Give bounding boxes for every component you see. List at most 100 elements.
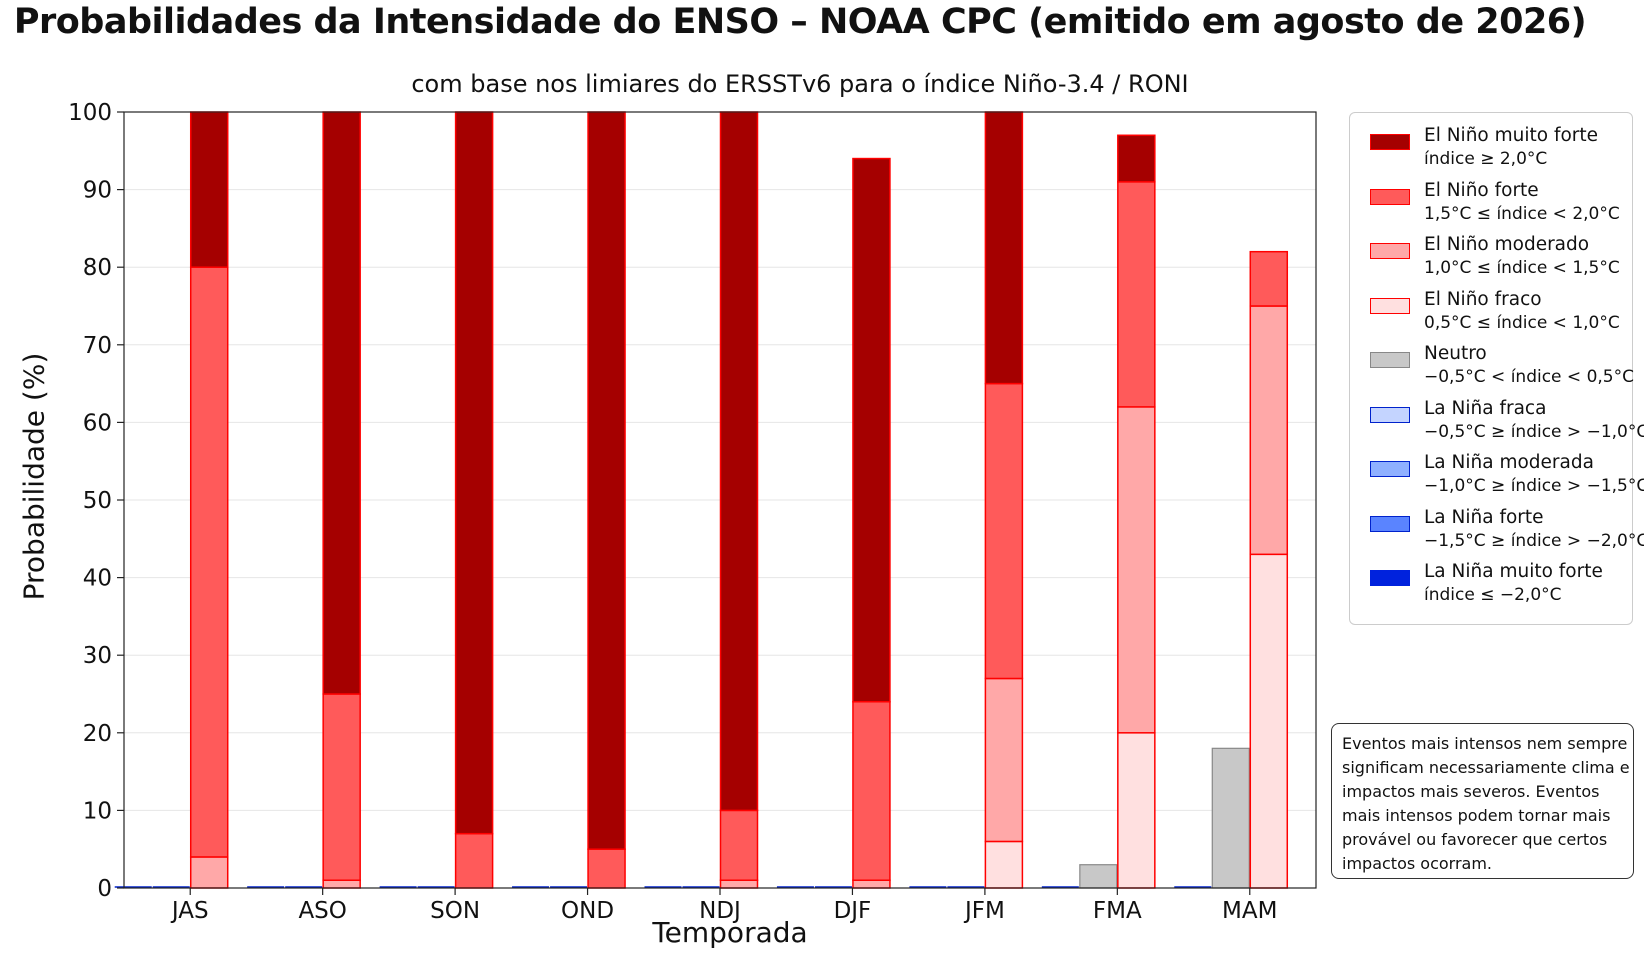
bars bbox=[114, 111, 1289, 889]
el-nino-bar-segment bbox=[322, 879, 361, 889]
legend-range: índice ≤ −2,0°C bbox=[1424, 585, 1562, 605]
note-line: Eventos mais intensos nem sempre bbox=[1342, 734, 1628, 753]
el-nino-bar-segment bbox=[719, 111, 759, 812]
x-tick-label: OND bbox=[561, 898, 614, 924]
el-nino-bar-segment bbox=[984, 840, 1024, 889]
el-nino-bar-segment bbox=[587, 111, 626, 850]
note-line: impactos mais severos. Eventos bbox=[1342, 782, 1600, 801]
el-nino-bar-segment bbox=[454, 832, 494, 889]
el-nino-bar-segment bbox=[322, 693, 361, 881]
legend: El Niño muito forte índice ≥ 2,0°C El Niño… bbox=[1349, 112, 1644, 625]
el-nino-bar-segment bbox=[984, 111, 1024, 385]
note-line: significam necessariamente clima e bbox=[1342, 758, 1630, 777]
x-tick-label: NDJ bbox=[699, 898, 741, 924]
legend-range: −1,5°C ≥ índice > −2,0°C bbox=[1424, 530, 1644, 551]
x-tick-label: JFM bbox=[963, 898, 1005, 924]
x-tick-label: SON bbox=[430, 898, 480, 924]
legend-name: El Niño forte bbox=[1424, 179, 1539, 201]
legend-range: 1,5°C ≤ índice < 2,0°C bbox=[1424, 203, 1620, 224]
legend-swatch bbox=[1370, 297, 1410, 314]
legend-item: La Niña moderada −1,0°C ≥ índice > −1,5°C bbox=[1362, 452, 1644, 502]
el-nino-bar-segment bbox=[1249, 250, 1289, 307]
legend-swatch bbox=[1370, 243, 1410, 259]
y-tick-label: 30 bbox=[83, 643, 112, 669]
legend-name: La Niña moderada bbox=[1424, 452, 1594, 473]
legend-name: El Niño moderado bbox=[1424, 234, 1590, 255]
y-tick-label: 10 bbox=[83, 798, 112, 824]
note-line: impactos ocorram. bbox=[1342, 854, 1492, 873]
legend-range: −0,5°C ≥ índice > −1,0°C bbox=[1424, 421, 1644, 442]
legend-name: El Niño muito forte bbox=[1424, 125, 1599, 146]
legend-swatch bbox=[1370, 188, 1410, 205]
el-nino-bar-segment bbox=[719, 809, 759, 881]
legend-swatch bbox=[1370, 461, 1410, 477]
el-nino-bar-segment bbox=[189, 856, 229, 889]
legend-swatch bbox=[1370, 134, 1410, 150]
el-nino-bar-segment bbox=[852, 701, 891, 881]
el-nino-bar-segment bbox=[189, 266, 229, 858]
chart-subtitle: com base nos limiares do ERSSTv6 para o … bbox=[411, 70, 1189, 98]
legend-name: La Niña fraca bbox=[1424, 397, 1547, 419]
el-nino-bar-segment bbox=[322, 111, 361, 695]
y-axis-label: Probabilidade (%) bbox=[17, 352, 51, 601]
x-tick-label: DJF bbox=[834, 898, 872, 924]
legend-range: 0,5°C ≤ índice < 1,0°C bbox=[1424, 312, 1620, 333]
el-nino-bar-segment bbox=[1117, 134, 1156, 183]
y-tick-label: 40 bbox=[83, 566, 112, 592]
x-tick-label: MAM bbox=[1222, 898, 1277, 924]
legend-swatch bbox=[1370, 515, 1410, 532]
note-box: Eventos mais intensos nem sempre signific… bbox=[1331, 723, 1634, 879]
axes: 0 10 20 30 40 50 60 70 80 90 100 JAS ASO SON OND NDJ DJF… bbox=[68, 100, 1317, 924]
x-tick-label: FMA bbox=[1093, 898, 1142, 924]
plot-frame bbox=[123, 111, 1317, 889]
legend-item: La Niña fraca −0,5°C ≥ índice > −1,0°C bbox=[1362, 397, 1644, 448]
el-nino-bar-segment bbox=[1117, 732, 1156, 889]
legend-range: 1,0°C ≤ índice < 1,5°C bbox=[1424, 258, 1620, 278]
y-tick-label: 80 bbox=[83, 255, 112, 281]
legend-item: El Niño muito forte índice ≥ 2,0°C bbox=[1362, 125, 1632, 175]
legend-item: Neutro −0,5°C < índice < 0,5°C bbox=[1362, 343, 1634, 393]
legend-item: La Niña forte −1,5°C ≥ índice > −2,0°C bbox=[1362, 506, 1644, 557]
neutral-bar bbox=[1211, 747, 1250, 889]
y-tick-label: 0 bbox=[97, 876, 112, 902]
legend-range: −1,0°C ≥ índice > −1,5°C bbox=[1424, 476, 1644, 496]
el-nino-bar-segment bbox=[852, 157, 891, 703]
y-tick-label: 50 bbox=[83, 488, 112, 514]
y-tick-label: 100 bbox=[68, 100, 112, 126]
note-line: provável ou favorecer que certos bbox=[1342, 830, 1608, 849]
neutral-bar bbox=[1079, 864, 1118, 889]
legend-range: índice ≥ 2,0°C bbox=[1424, 149, 1548, 169]
el-nino-bar-segment bbox=[719, 879, 759, 889]
legend-name: El Niño fraco bbox=[1424, 288, 1542, 310]
x-axis-label: Temporada bbox=[652, 916, 808, 949]
el-nino-bar-segment bbox=[984, 382, 1024, 680]
legend-range: −0,5°C < índice < 0,5°C bbox=[1424, 367, 1634, 387]
legend-name: La Niña forte bbox=[1424, 506, 1544, 528]
legend-item: El Niño moderado 1,0°C ≤ índice < 1,5°C bbox=[1362, 234, 1632, 284]
note-line: mais intensos podem tornar mais bbox=[1342, 806, 1611, 825]
el-nino-bar-segment bbox=[984, 677, 1024, 843]
legend-item: El Niño forte 1,5°C ≤ índice < 2,0°C bbox=[1362, 180, 1632, 230]
el-nino-bar-segment bbox=[1117, 181, 1156, 408]
y-tick-label: 90 bbox=[83, 178, 112, 204]
el-nino-bar-segment bbox=[454, 111, 494, 835]
el-nino-bar-segment bbox=[1249, 305, 1289, 556]
legend-swatch bbox=[1370, 352, 1410, 368]
y-tick-label: 20 bbox=[83, 721, 112, 747]
el-nino-bar-segment bbox=[189, 111, 229, 268]
el-nino-bar-segment bbox=[852, 879, 891, 889]
el-nino-bar-segment bbox=[587, 848, 626, 889]
legend-name: Neutro bbox=[1424, 343, 1487, 364]
y-tick-label: 60 bbox=[83, 410, 112, 436]
legend-name: La Niña muito forte bbox=[1424, 561, 1603, 582]
x-tick-label: JAS bbox=[170, 898, 209, 924]
y-tick-label: 70 bbox=[83, 333, 112, 359]
chart-title: Probabilidades da Intensidade do ENSO – … bbox=[13, 2, 1587, 42]
el-nino-bar-segment bbox=[1249, 553, 1289, 889]
x-tick-label: ASO bbox=[298, 898, 346, 924]
legend-item: El Niño fraco 0,5°C ≤ índice < 1,0°C bbox=[1362, 289, 1632, 339]
legend-swatch bbox=[1370, 570, 1410, 586]
legend-swatch bbox=[1370, 406, 1410, 423]
legend-item: La Niña muito forte índice ≤ −2,0°C bbox=[1362, 561, 1632, 611]
